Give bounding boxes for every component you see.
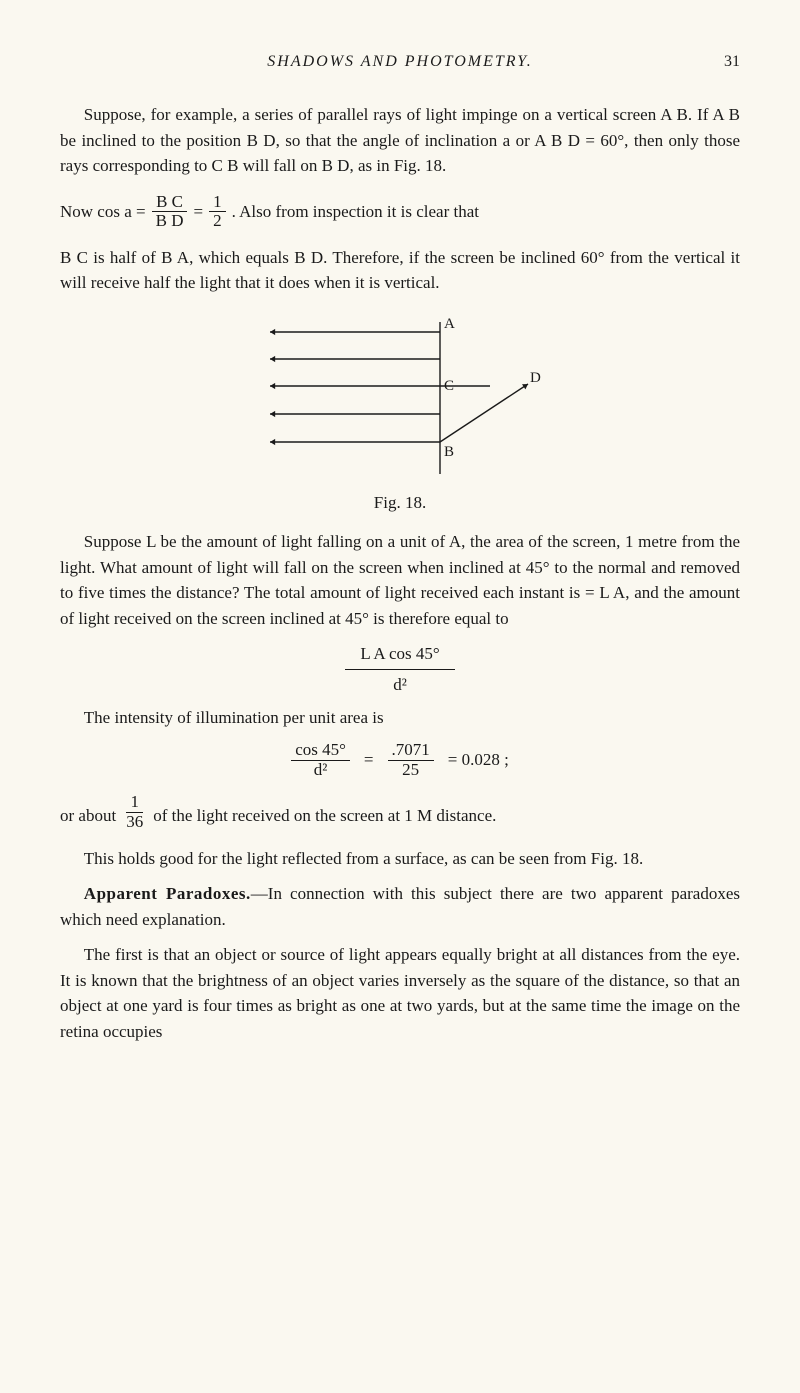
paragraph-5: This holds good for the light reflected … xyxy=(60,846,740,872)
eq4-frac-num: 1 xyxy=(126,793,143,813)
eq4-frac-den: 36 xyxy=(122,813,147,832)
paragraph-1: Suppose, for example, a series of parall… xyxy=(60,102,740,179)
eq4-frac: 1 36 xyxy=(122,793,147,831)
eq1-frac1: B C B D xyxy=(152,193,188,231)
paragraph-7: The first is that an object or source of… xyxy=(60,942,740,1044)
paragraph-3: Suppose L be the amount of light falling… xyxy=(60,529,740,631)
paragraph-6: Apparent Paradoxes.—In connection with t… xyxy=(60,881,740,932)
eq1-rhs: . Also from inspection it is clear that xyxy=(232,199,479,225)
eq3-rhs: = 0.028 ; xyxy=(448,747,509,773)
eq3-frac1-num: cos 45° xyxy=(291,741,350,761)
eq1-frac2-num: 1 xyxy=(209,193,226,213)
eq3-frac1: cos 45° d² xyxy=(291,741,350,779)
eq3-frac2: .7071 25 xyxy=(388,741,434,779)
eq3-mid: = xyxy=(364,747,374,773)
figure-18-caption: Fig. 18. xyxy=(60,490,740,516)
figure-18: ABCD xyxy=(60,314,740,484)
running-head: SHADOWS AND PHOTOMETRY. xyxy=(100,50,700,74)
eq1-frac2: 1 2 xyxy=(209,193,226,231)
equation-cos-a: Now cos a = B C B D = 1 2 . Also from in… xyxy=(60,193,740,231)
eq4-lead: or about xyxy=(60,793,116,829)
eq2-rule xyxy=(345,669,455,670)
eq1-frac1-den: B D xyxy=(152,212,188,231)
eq1-frac2-den: 2 xyxy=(209,212,226,231)
eq3-frac1-den: d² xyxy=(310,761,332,780)
page-header: SHADOWS AND PHOTOMETRY. 31 xyxy=(60,50,740,74)
para6-head: Apparent Paradoxes. xyxy=(84,884,251,903)
figure-18-svg: ABCD xyxy=(250,314,550,484)
eq4-tail: of the light received on the screen at 1… xyxy=(153,793,496,829)
equation-one-thirtysixth: or about 1 36 of the light received on t… xyxy=(60,793,740,831)
eq2-top: L A cos 45° xyxy=(60,641,740,667)
paragraph-4: The intensity of illumination per unit a… xyxy=(60,705,740,731)
eq3-frac2-den: 25 xyxy=(398,761,423,780)
paragraph-2: B C is half of B A, which equals B D. Th… xyxy=(60,245,740,296)
equation-intensity: cos 45° d² = .7071 25 = 0.028 ; xyxy=(60,741,740,779)
svg-text:A: A xyxy=(444,316,455,332)
eq1-mid: = xyxy=(193,199,203,225)
page-number: 31 xyxy=(700,50,740,74)
svg-text:D: D xyxy=(530,370,541,386)
eq1-lhs: Now cos a = xyxy=(60,199,146,225)
eq3-frac2-num: .7071 xyxy=(388,741,434,761)
eq1-frac1-num: B C xyxy=(152,193,187,213)
svg-text:B: B xyxy=(444,444,454,460)
eq2-bot: d² xyxy=(60,672,740,698)
equation-lacos: L A cos 45° d² xyxy=(60,641,740,697)
